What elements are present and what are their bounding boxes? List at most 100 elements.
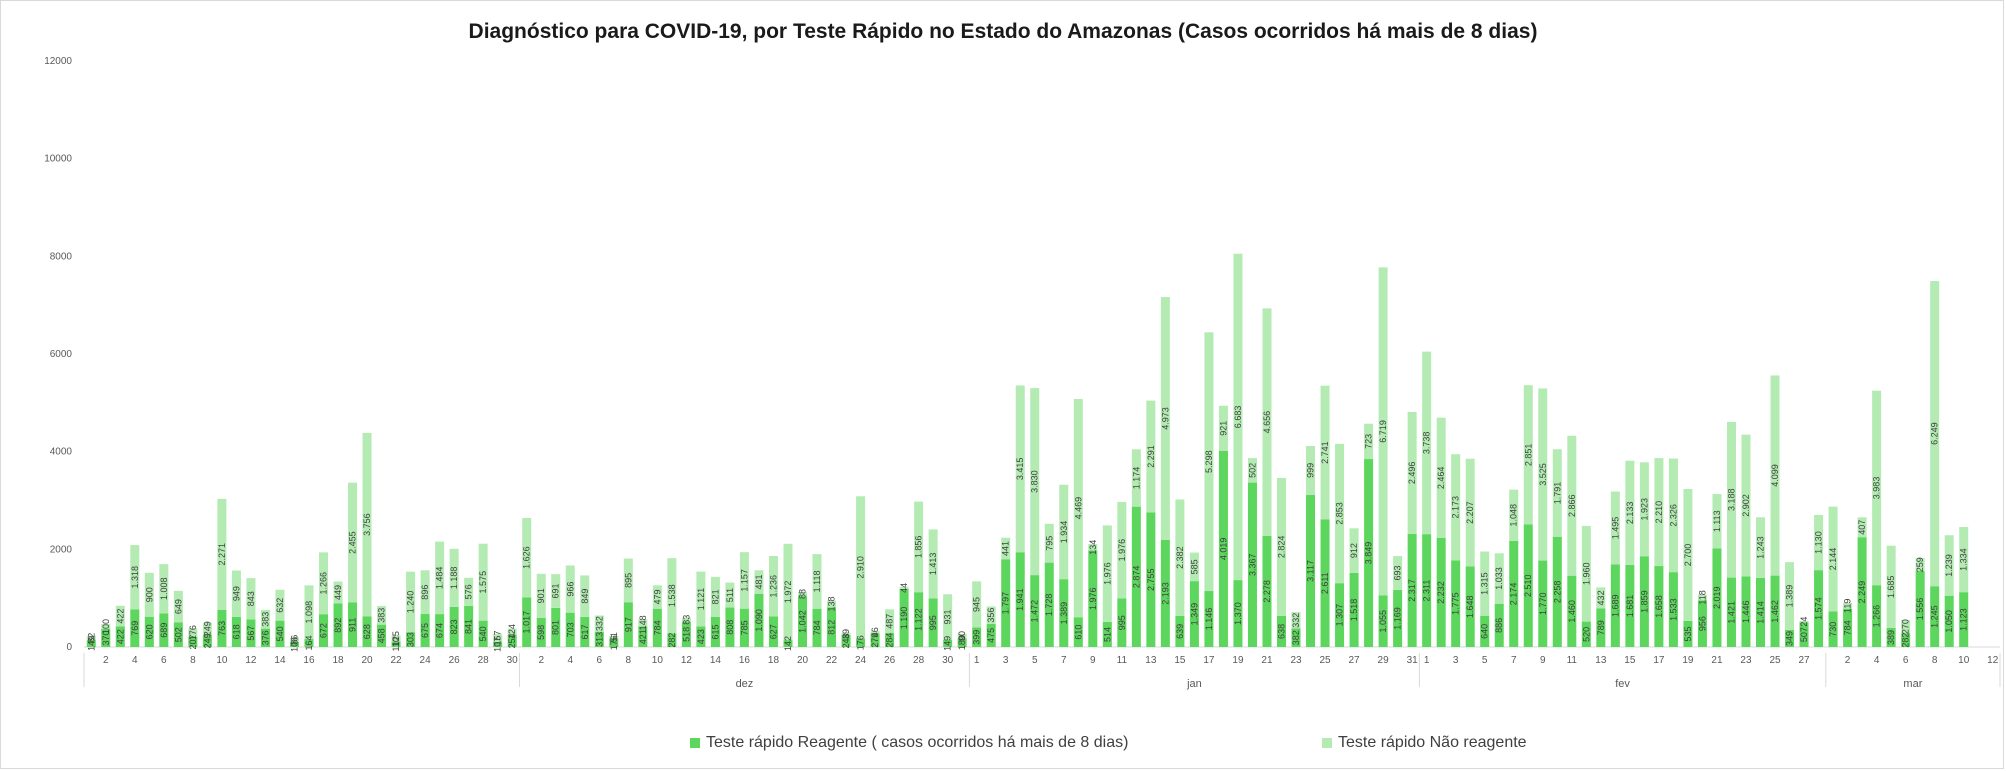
bar-nao-reagente — [1465, 458, 1475, 567]
bar-reagente — [972, 627, 982, 647]
bar-nao-reagente — [333, 581, 343, 604]
bar-reagente — [260, 628, 270, 647]
data-label-nao-reagente: 1.976 — [1117, 539, 1127, 562]
bar-reagente — [1247, 482, 1257, 647]
data-label-reagente: 2.232 — [1436, 581, 1446, 604]
bar-nao-reagente — [1247, 458, 1257, 483]
y-tick-label: 2000 — [50, 544, 73, 555]
bar-reagente — [1335, 583, 1345, 647]
data-label-reagente: 399 — [972, 630, 982, 645]
bar-reagente — [1320, 519, 1330, 647]
bar-reagente — [1538, 560, 1548, 647]
bar-nao-reagente — [464, 577, 474, 606]
bar-reagente — [1901, 633, 1911, 647]
bar-nao-reagente — [1480, 551, 1490, 616]
bar-reagente — [1291, 628, 1301, 647]
legend-swatch-reagente — [690, 738, 700, 748]
x-tick-label: 25 — [1319, 655, 1331, 666]
bar-reagente — [681, 621, 691, 647]
x-tick-label: 13 — [1145, 655, 1157, 666]
data-label-nao-reagente: 479 — [652, 590, 662, 605]
bar-reagente — [1102, 621, 1112, 647]
data-label-nao-reagente: 4.973 — [1160, 407, 1170, 430]
data-label-reagente: 1.658 — [1654, 595, 1664, 618]
data-label-nao-reagente: 1.266 — [319, 572, 329, 595]
bar-nao-reagente — [377, 605, 387, 625]
bar-reagente — [1306, 494, 1316, 647]
bar-nao-reagente — [812, 554, 822, 609]
data-label-reagente: 1.460 — [1567, 600, 1577, 623]
bar-nao-reagente — [1131, 449, 1141, 507]
bar-reagente — [710, 616, 720, 647]
bar-reagente — [391, 641, 401, 647]
data-label-nao-reagente: 921 — [1218, 421, 1228, 436]
bar-nao-reagente — [609, 635, 619, 639]
bar-reagente — [406, 632, 416, 647]
bar-nao-reagente — [841, 632, 851, 635]
bar-reagente — [1146, 512, 1156, 647]
data-label-reagente: 620 — [144, 624, 154, 639]
data-label-nao-reagente: 157 — [493, 630, 503, 645]
data-label-reagente: 349 — [1785, 631, 1795, 646]
data-label-reagente: 176 — [856, 635, 866, 650]
data-label-nao-reagente: 1.098 — [304, 601, 314, 624]
bar-reagente — [362, 616, 372, 647]
bar-nao-reagente — [1610, 491, 1620, 565]
data-label-nao-reagente: undefined — [1976, 0, 2006, 2]
bar-nao-reagente — [856, 496, 866, 639]
bar-nao-reagente — [739, 552, 749, 609]
data-label-nao-reagente: 3.188 — [1726, 489, 1736, 512]
data-label-reagente: 1.245 — [1930, 605, 1940, 628]
bar-reagente — [1915, 571, 1925, 647]
bar-nao-reagente — [217, 498, 227, 610]
data-label-reagente: 540 — [478, 626, 488, 641]
data-label-reagente: 535 — [1683, 626, 1693, 641]
data-label-nao-reagente: 82 — [86, 633, 96, 643]
data-label-reagente: 423 — [696, 629, 706, 644]
bar-reagente — [768, 616, 778, 647]
bar-reagente — [696, 626, 706, 647]
bar-reagente — [493, 641, 503, 647]
data-label-nao-reagente: 118 — [1697, 590, 1707, 604]
x-tick-label: 9 — [1090, 655, 1096, 666]
month-label: dez — [736, 678, 754, 690]
bar-reagente — [1509, 540, 1519, 647]
bar-nao-reagente — [1872, 390, 1882, 586]
x-tick-label: 4 — [567, 655, 573, 666]
data-label-nao-reagente: 949 — [231, 586, 241, 601]
data-label-nao-reagente: 912 — [1349, 543, 1359, 558]
data-label-nao-reagente: 1.538 — [667, 584, 677, 607]
data-label-nao-reagente: 900 — [144, 587, 154, 602]
bar-reagente — [333, 603, 343, 647]
data-label-nao-reagente: 1.934 — [1059, 521, 1069, 544]
data-label-reagente: 3.117 — [1306, 560, 1316, 582]
x-tick-label: 6 — [161, 655, 167, 666]
bar-reagente — [1073, 617, 1083, 647]
data-label-reagente: 1.941 — [1015, 588, 1025, 611]
data-label-nao-reagente: 4.099 — [1770, 464, 1780, 487]
data-label-reagente: 886 — [1494, 618, 1504, 633]
data-label-nao-reagente: 795 — [1044, 536, 1054, 551]
bar-reagente — [1581, 621, 1591, 647]
bar-reagente — [1814, 570, 1824, 647]
data-label-nao-reagente: 1.960 — [1581, 562, 1591, 585]
x-tick-label: 18 — [768, 655, 780, 666]
data-label-reagente: 1.518 — [1349, 599, 1359, 622]
data-label-nao-reagente: 3.415 — [1015, 458, 1025, 481]
bar-reagente — [1378, 595, 1388, 647]
x-tick-label: 18 — [332, 655, 344, 666]
bar-nao-reagente — [1451, 454, 1461, 561]
x-tick-label: 14 — [710, 655, 722, 666]
data-label-nao-reagente: 1.239 — [1944, 554, 1954, 577]
data-label-nao-reagente: 502 — [1247, 463, 1257, 478]
data-label-nao-reagente: 2.291 — [1146, 445, 1156, 468]
legend-swatch-nao-reagente — [1322, 738, 1332, 748]
data-label-nao-reagente: 895 — [623, 573, 633, 588]
bar-nao-reagente — [275, 589, 285, 621]
data-label-nao-reagente: 1.972 — [783, 581, 793, 604]
bar-reagente — [319, 614, 328, 647]
data-label-reagente: 789 — [1596, 620, 1606, 635]
data-label-nao-reagente: 356 — [986, 608, 996, 623]
data-label-reagente: undefined — [1961, 0, 2001, 2]
bar-nao-reagente — [623, 558, 633, 603]
